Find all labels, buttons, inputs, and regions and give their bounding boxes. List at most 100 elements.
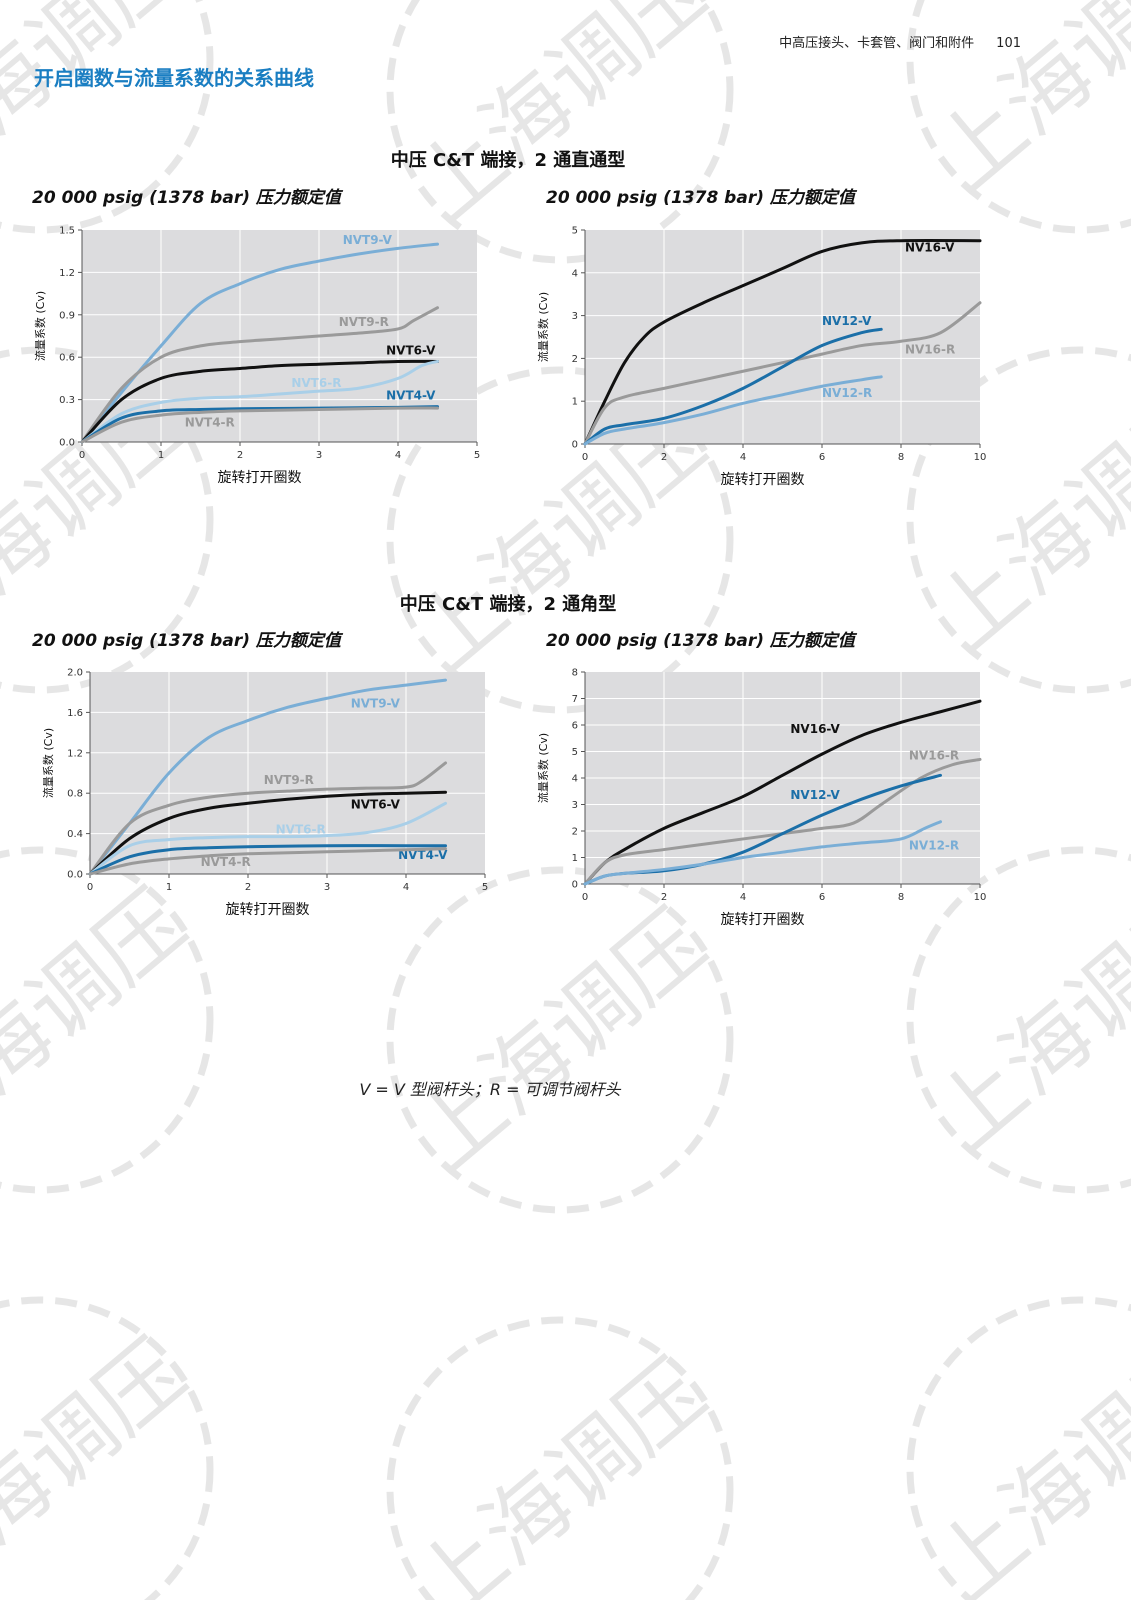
- series-label-nvt4-r: NVT4-R: [201, 855, 251, 869]
- series-label-nvt4-r: NVT4-R: [185, 415, 235, 429]
- series-line-nv12-r: [583, 820, 942, 886]
- chart-caption-1: 20 000 psig (1378 bar) 压力额定值: [32, 188, 341, 208]
- series-label-nvt9-r: NVT9-R: [264, 773, 314, 787]
- series-label-nvt9-v: NVT9-V: [343, 233, 393, 247]
- x-tick-label: 2: [237, 450, 243, 461]
- chart-angle-nv: 0 2 4 6 8 10 0 1 2 3 4 5 6 7 8 旋转打开圈数 流量系数 (Cv) NV16-V NV1…: [536, 668, 987, 929]
- running-title: 中高压接头、卡套管、阀门和附件: [779, 36, 975, 51]
- y-tick-label: 6: [572, 721, 578, 732]
- y-tick-label: 0.9: [59, 310, 75, 321]
- page-title: 开启圈数与流量系数的关系曲线: [34, 66, 314, 90]
- y-tick-label: 1.2: [59, 268, 75, 279]
- x-tick-label: 0: [582, 892, 588, 903]
- y-tick-label: 0.4: [67, 829, 83, 840]
- series-label-nv16-v: NV16-V: [790, 722, 840, 736]
- series-label-nvt4-v: NVT4-V: [386, 389, 436, 403]
- x-tick-label: 3: [324, 882, 330, 893]
- series-label-nv16-r: NV16-R: [909, 748, 959, 762]
- y-tick-label: 0.0: [67, 870, 83, 881]
- series-line-nv12-v: [583, 327, 883, 446]
- y-tick-label: 8: [572, 668, 578, 679]
- x-axis-label: 旋转打开圈数: [721, 471, 805, 488]
- series-label-nvt6-v: NVT6-V: [386, 343, 436, 357]
- series-label-nvt4-v: NVT4-V: [398, 848, 448, 862]
- x-tick-label: 0: [79, 450, 85, 461]
- x-tick-label: 4: [395, 450, 401, 461]
- y-tick-label: 2: [572, 354, 578, 365]
- x-tick-label: 2: [661, 892, 667, 903]
- y-tick-label: 3: [572, 800, 578, 811]
- chart-straight-nvt: 0 1 2 3 4 5 0.0 0.3 0.6 0.9 1.2 1.5 旋转打开圈数 流量系数 (Cv) N…: [33, 226, 480, 487]
- y-axis-label: 流量系数 (Cv): [536, 292, 550, 362]
- y-tick-label: 4: [572, 774, 578, 785]
- x-tick-label: 6: [819, 892, 825, 903]
- y-tick-label: 1.6: [67, 708, 83, 719]
- y-tick-label: 7: [572, 694, 578, 705]
- series-line-nv16-v: [583, 239, 982, 446]
- grid: [585, 672, 980, 884]
- series-label-nv12-v: NV12-V: [790, 788, 840, 802]
- x-tick-label: 2: [661, 452, 667, 463]
- series-line-nvt4-r: [88, 847, 447, 876]
- series-line-nv12-r: [583, 375, 883, 446]
- y-axis-label: 流量系数 (Cv): [33, 291, 47, 361]
- series-label-nv16-r: NV16-R: [905, 342, 955, 356]
- y-tick-label: 0.0: [59, 438, 75, 449]
- series-label-nvt6-v: NVT6-V: [351, 797, 401, 811]
- y-tick-label: 0.8: [67, 789, 83, 800]
- series-label-nv12-r: NV12-R: [909, 839, 959, 853]
- x-tick-label: 8: [898, 892, 904, 903]
- series-line-nvt9-r: [88, 761, 447, 876]
- series-label-nv12-v: NV12-V: [822, 314, 872, 328]
- y-tick-label: 4: [572, 268, 578, 279]
- series-line-nvt6-v: [88, 790, 447, 876]
- section-title-straight: 中压 C&T 端接，2 通直通型: [390, 150, 626, 171]
- chart-caption-4: 20 000 psig (1378 bar) 压力额定值: [546, 631, 855, 651]
- series-line-nvt6-v: [80, 359, 439, 444]
- chart-caption-3: 20 000 psig (1378 bar) 压力额定值: [32, 631, 341, 651]
- series-label-nv16-v: NV16-V: [905, 240, 955, 254]
- y-tick-label: 1.5: [59, 226, 75, 237]
- x-axis-label: 旋转打开圈数: [226, 901, 310, 918]
- chart-caption-2: 20 000 psig (1378 bar) 压力额定值: [546, 188, 855, 208]
- x-tick-label: 1: [158, 450, 164, 461]
- y-tick-label: 2: [572, 827, 578, 838]
- y-tick-label: 0.3: [59, 395, 75, 406]
- plot-area: [585, 230, 980, 444]
- x-tick-label: 0: [87, 882, 93, 893]
- chart-angle-nvt: 0 1 2 3 4 5 0.0 0.4 0.8 1.2 1.6 2.0 旋转打开圈数 流量系数 (Cv) N…: [41, 668, 488, 919]
- x-tick-label: 4: [740, 892, 746, 903]
- series-line-nv16-v: [583, 699, 982, 886]
- x-tick-label: 4: [403, 882, 409, 893]
- y-tick-label: 3: [572, 311, 578, 322]
- series-label-nvt9-r: NVT9-R: [339, 315, 389, 329]
- x-tick-label: 0: [582, 452, 588, 463]
- y-tick-label: 0: [572, 440, 578, 451]
- section-title-angle: 中压 C&T 端接，2 通角型: [399, 594, 617, 615]
- y-tick-label: 1.2: [67, 748, 83, 759]
- series-label-nvt6-r: NVT6-R: [291, 376, 341, 390]
- series-label-nvt6-r: NVT6-R: [276, 823, 326, 837]
- y-tick-label: 5: [572, 747, 578, 758]
- x-tick-label: 10: [974, 892, 987, 903]
- y-axis-label: 流量系数 (Cv): [41, 728, 55, 798]
- x-tick-label: 8: [898, 452, 904, 463]
- series-label-nvt9-v: NVT9-V: [351, 696, 401, 710]
- x-tick-label: 6: [819, 452, 825, 463]
- x-axis-label: 旋转打开圈数: [218, 469, 302, 486]
- x-tick-label: 2: [245, 882, 251, 893]
- y-axis-label: 流量系数 (Cv): [536, 733, 550, 803]
- footnote: V = V 型阀杆头；R = 可调节阀杆头: [359, 1080, 621, 1099]
- series-label-nv12-r: NV12-R: [822, 386, 872, 400]
- y-tick-label: 5: [572, 226, 578, 237]
- y-tick-label: 1: [572, 853, 578, 864]
- y-tick-label: 2.0: [67, 668, 83, 679]
- chart-straight-nv: 0 2 4 6 8 10 0 1 2 3 4 5 旋转打开圈数 流量系数 (Cv) NV16-V NV16-R…: [536, 226, 986, 489]
- running-header: 中高压接头、卡套管、阀门和附件 101: [779, 32, 1021, 51]
- page-number: 101: [996, 36, 1021, 51]
- x-tick-label: 3: [316, 450, 322, 461]
- x-tick-label: 1: [166, 882, 172, 893]
- series-line-nv16-r: [583, 301, 982, 446]
- x-axis-label: 旋转打开圈数: [721, 911, 805, 928]
- series-line-nvt4-r: [80, 406, 439, 444]
